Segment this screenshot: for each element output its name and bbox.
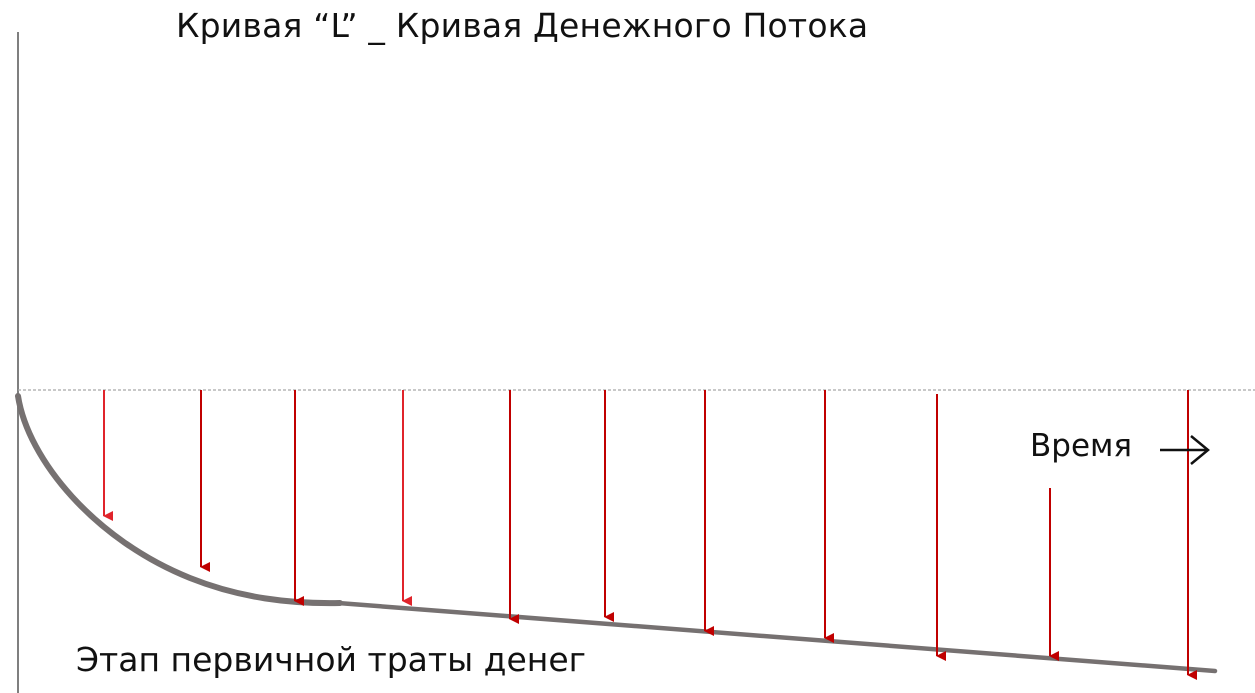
diagram-title: Кривая “L” _ Кривая Денежного Потока	[176, 6, 869, 45]
cash-flow-curve-decline	[335, 600, 1218, 674]
stage-label: Этап первичной траты денег	[76, 640, 586, 679]
arrow-right-icon	[1160, 435, 1210, 465]
cash-flow-curve-initial	[15, 393, 343, 607]
time-axis-label: Время	[1030, 428, 1133, 464]
